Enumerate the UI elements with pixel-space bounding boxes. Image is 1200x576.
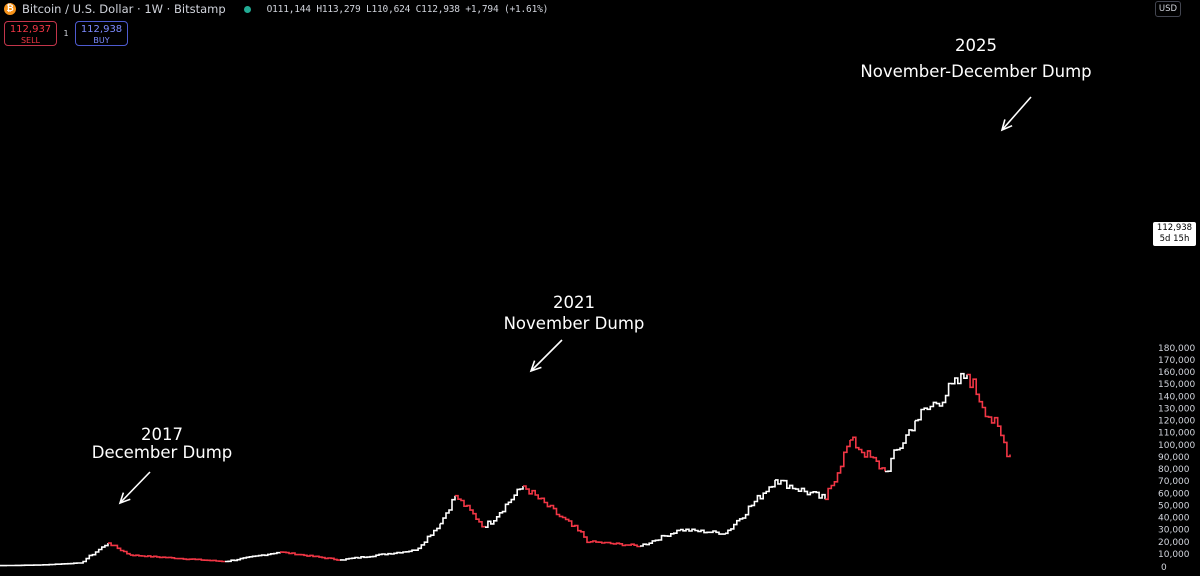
y-tick-label: 80,000 (1158, 465, 1190, 475)
symbol-title[interactable]: Bitcoin / U.S. Dollar · 1W · Bitstamp (22, 2, 226, 16)
sell-label: SELL (20, 36, 41, 45)
price-segment-up (775, 479, 826, 500)
spread-value: 1 (63, 29, 69, 38)
price-segment-up (225, 551, 281, 563)
annotation-arrow-icon (1001, 96, 1032, 131)
price-segment-down (523, 485, 591, 544)
price-axis[interactable]: 180,000 170,000 160,000 150,000 140,000 130,0… (1158, 344, 1195, 573)
price-segment-down (280, 551, 341, 561)
y-tick-label: 170,000 (1158, 356, 1195, 366)
annotation-text: November-December Dump (860, 62, 1091, 81)
y-tick-label: 40,000 (1158, 514, 1190, 524)
last-price-label: 112,938 5d 15h (1153, 222, 1196, 246)
price-segment-down (825, 440, 851, 501)
y-tick-label: 10,000 (1158, 550, 1190, 560)
price-segment-down (967, 373, 1011, 458)
price-segment-up (725, 479, 776, 535)
price-segment-up (915, 372, 968, 422)
price-segment-up (340, 549, 415, 561)
y-tick-label: 150,000 (1158, 380, 1195, 390)
annotation-year: 2021 (553, 293, 595, 312)
annotation-text: December Dump (92, 443, 233, 462)
annotation-text: November Dump (504, 314, 645, 333)
arrow-head-icon (118, 492, 131, 505)
y-tick-label: 60,000 (1158, 489, 1190, 499)
y-tick-label: 90,000 (1158, 453, 1190, 463)
y-tick-label: 140,000 (1158, 392, 1195, 402)
price-segment-down (455, 494, 486, 528)
price-segment-up (0, 564, 41, 567)
last-price-value: 112,938 (1156, 223, 1193, 233)
price-segment-down (590, 540, 641, 548)
bar-countdown: 5d 15h (1159, 234, 1190, 244)
price-segment-up (415, 523, 441, 551)
price-segment-up (640, 529, 681, 547)
y-tick-label: 180,000 (1158, 344, 1195, 354)
y-tick-label: 160,000 (1158, 368, 1195, 378)
price-segment-up (80, 543, 109, 564)
y-tick-label: 100,000 (1158, 441, 1195, 451)
symbol-header: ₿ Bitcoin / U.S. Dollar · 1W · Bitstamp … (4, 1, 548, 17)
price-segment-up (485, 486, 524, 528)
annotation-arrow-icon (530, 339, 563, 372)
buy-label: BUY (93, 36, 110, 45)
price-segment-down (130, 554, 225, 563)
y-tick-label: 120,000 (1158, 417, 1195, 427)
arrow-head-icon (529, 360, 542, 373)
annotation-arrow-icon (119, 471, 151, 504)
sell-price: 112,937 (9, 24, 52, 35)
y-tick-label: 0 (1161, 563, 1167, 573)
annotation: 2021 November Dump (504, 293, 645, 373)
y-tick-label: 20,000 (1158, 538, 1190, 548)
price-segment-up (40, 562, 80, 566)
bitcoin-icon: ₿ (4, 3, 16, 15)
trade-panel: 112,937 SELL 1 112,938 BUY (4, 21, 128, 46)
price-segment-up (885, 420, 916, 473)
annotation-year: 2017 (141, 425, 183, 444)
y-tick-label: 50,000 (1158, 501, 1190, 511)
annotation-year: 2025 (955, 36, 997, 55)
currency-button[interactable]: USD (1155, 1, 1181, 17)
y-tick-label: 30,000 (1158, 526, 1190, 536)
price-segment-up (680, 528, 726, 535)
sell-button[interactable]: 112,937 SELL (4, 21, 57, 46)
ohlc-values: O111,144 H113,279 L110,624 C112,938 +1,7… (266, 3, 549, 15)
price-segment-down (108, 542, 131, 556)
market-status-icon (243, 5, 251, 13)
price-series (0, 372, 1011, 567)
price-segment-down (850, 436, 886, 472)
arrow-head-icon (1000, 119, 1013, 132)
y-tick-label: 70,000 (1158, 477, 1190, 487)
buy-button[interactable]: 112,938 BUY (75, 21, 128, 46)
price-segment-up (440, 495, 456, 525)
y-tick-label: 130,000 (1158, 404, 1195, 414)
y-tick-label: 110,000 (1158, 429, 1195, 439)
annotation: 2025 November-December Dump (860, 36, 1092, 132)
buy-price: 112,938 (80, 24, 123, 35)
